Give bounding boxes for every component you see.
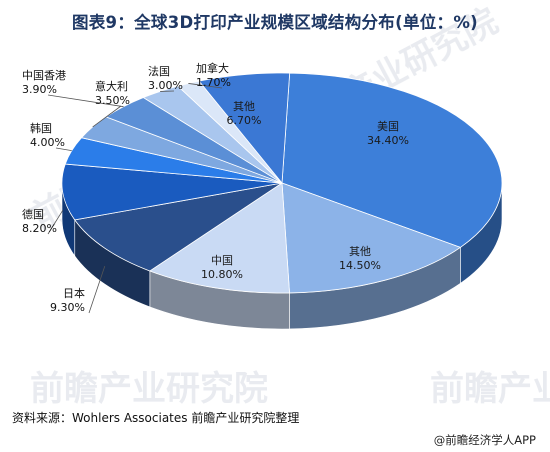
leader-line-7 (47, 94, 124, 108)
slice-value-label: 4.00% (30, 136, 65, 149)
slice-name-label: 日本 (63, 286, 85, 300)
slice-value-label: 9.30% (50, 301, 85, 314)
pie-slice-2 (148, 182, 290, 294)
slice-value-label: 3.00% (148, 79, 183, 92)
leader-line-9 (188, 83, 223, 89)
watermark-text: 前瞻产业研究院 (430, 369, 550, 409)
pie-slices (61, 72, 503, 294)
slice-name-label: 意大利 (95, 79, 128, 93)
pie-slice-3 (74, 182, 283, 272)
slice-name-label: 加拿大 (196, 61, 229, 75)
leader-line-4 (47, 210, 64, 235)
leader-line-5 (55, 147, 72, 152)
pie-slice-0 (281, 72, 503, 248)
pie-slice-1 (281, 182, 462, 294)
slice-labels: 美国34.40%其他14.50%中国10.80%日本9.30%德国8.20%韩国… (22, 61, 409, 314)
leader-line-3 (88, 266, 106, 314)
pie-slice-10 (198, 72, 291, 185)
slice-name-label: 法国 (148, 64, 170, 78)
pie-sides (61, 182, 503, 330)
slice-name-label: 美国 (377, 120, 399, 133)
slice-value-label: 10.80% (201, 268, 243, 281)
slice-value-label: 34.40% (367, 134, 409, 147)
footer-credit: @前瞻经济学人APP (433, 433, 536, 447)
slice-value-label: 14.50% (339, 259, 381, 272)
slice-name-label: 其他 (233, 100, 255, 113)
slice-value-label: 1.70% (196, 76, 231, 89)
leader-lines (47, 83, 223, 314)
slice-name-label: 其他 (349, 245, 371, 258)
source-note: 资料来源：Wohlers Associates 前瞻产业研究院整理 (12, 411, 300, 425)
slice-name-label: 德国 (22, 207, 44, 221)
slice-name-label: 中国香港 (22, 69, 66, 82)
chart-title: 图表9：全球3D打印产业规模区域结构分布(单位：%) (71, 13, 479, 32)
slice-name-label: 中国 (211, 254, 233, 267)
leader-line-6 (92, 105, 122, 128)
watermark-text: 前瞻产业研究院 (30, 369, 268, 409)
slice-value-label: 3.50% (95, 94, 130, 107)
pie-slice-4 (61, 163, 283, 221)
slice-name-label: 韩国 (30, 121, 52, 135)
slice-value-label: 8.20% (22, 222, 57, 235)
slice-value-label: 3.90% (22, 83, 57, 96)
slice-value-label: 6.70% (227, 114, 262, 127)
